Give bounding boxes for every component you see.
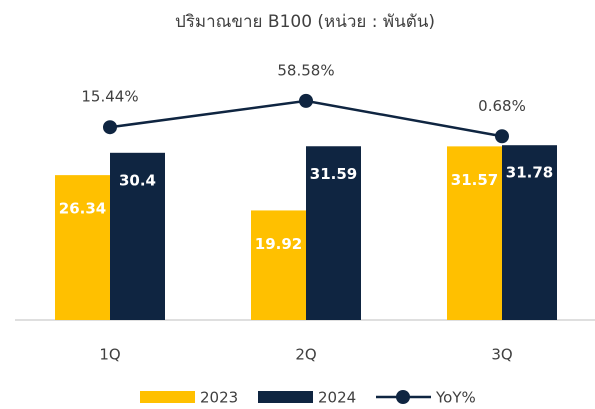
data-label: 26.34	[59, 200, 106, 218]
data-label: 30.4	[119, 171, 156, 189]
bar	[110, 152, 165, 320]
data-label: 15.44%	[81, 88, 138, 106]
chart-title: ปริมาณขาย B100 (หน่วย : พันตัน)	[175, 12, 435, 32]
data-label: 31.57	[451, 171, 498, 189]
data-label: 0.68%	[478, 97, 526, 115]
line-point	[299, 93, 313, 108]
x-tick-label: 1Q	[99, 346, 120, 364]
legend-marker	[396, 390, 410, 404]
bar	[502, 145, 557, 320]
legend-swatch	[258, 391, 313, 403]
legend-label: 2023	[200, 389, 238, 407]
legend-label: YoY%	[435, 389, 476, 407]
bar	[55, 175, 110, 320]
bar	[447, 146, 502, 320]
data-label: 31.78	[506, 164, 553, 182]
line-point	[495, 129, 509, 144]
data-label: 19.92	[255, 235, 302, 253]
line-point	[103, 120, 117, 135]
data-label: 31.59	[310, 165, 357, 183]
bar	[306, 146, 361, 320]
legend-swatch	[140, 391, 195, 403]
x-tick-label: 2Q	[295, 346, 316, 364]
data-label: 58.58%	[277, 61, 334, 79]
bar	[251, 210, 306, 320]
legend-label: 2024	[318, 389, 356, 407]
x-tick-label: 3Q	[491, 346, 512, 364]
